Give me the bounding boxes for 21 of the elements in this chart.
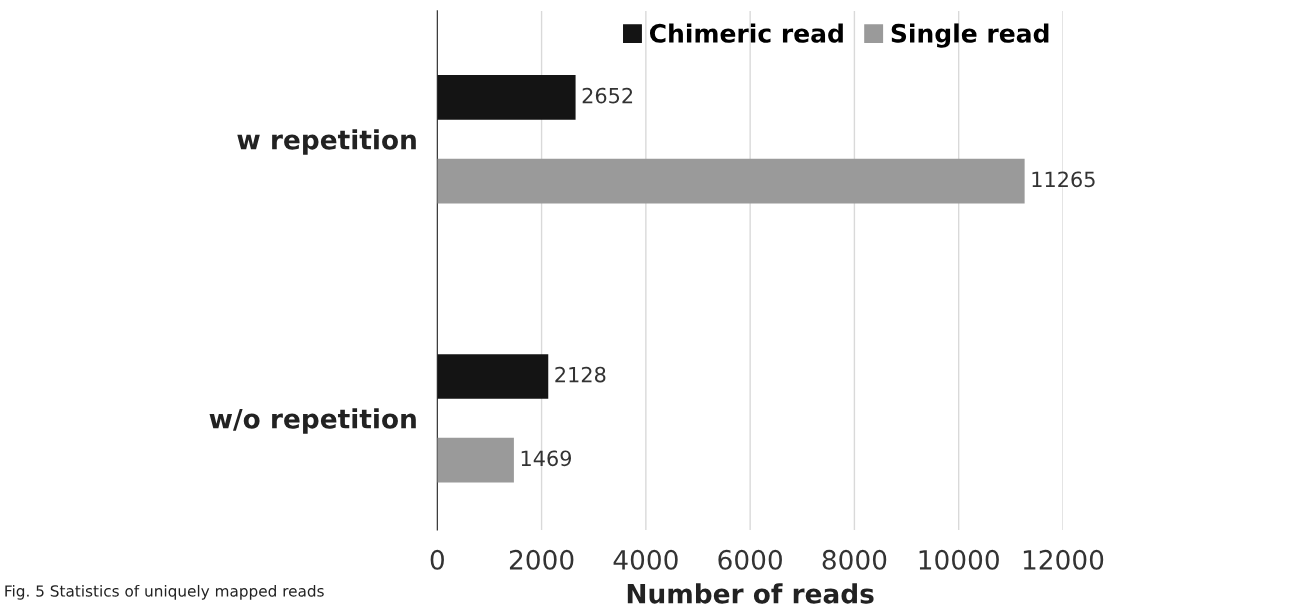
x-tick-label: 6000 [718,549,782,570]
bar [437,354,549,399]
x-tick-label: 0 [430,549,444,570]
caption: Fig. 5 Statistics of uniquely mapped reads [5,584,324,600]
bar [437,75,576,120]
x-axis-title: Number of reads [627,583,874,604]
y-tick-label: w repetition [237,129,416,155]
bar [437,437,514,483]
x-tick-label: 8000 [822,549,887,570]
data-label: 1469 [521,450,572,467]
data-label: 11265 [1032,171,1095,188]
data-label: 2652 [582,87,633,104]
x-tick-label: 10000 [919,549,999,570]
y-tick-label: w/o repetition [209,408,416,434]
x-tick-label: 2000 [509,549,574,570]
x-tick-label: 12000 [1023,549,1104,570]
legend-label: Chimeric read [649,23,843,43]
bar [437,158,1025,204]
x-tick-label: 4000 [613,549,678,570]
legend-label: Single read [891,23,1049,48]
data-label: 2128 [555,366,606,383]
